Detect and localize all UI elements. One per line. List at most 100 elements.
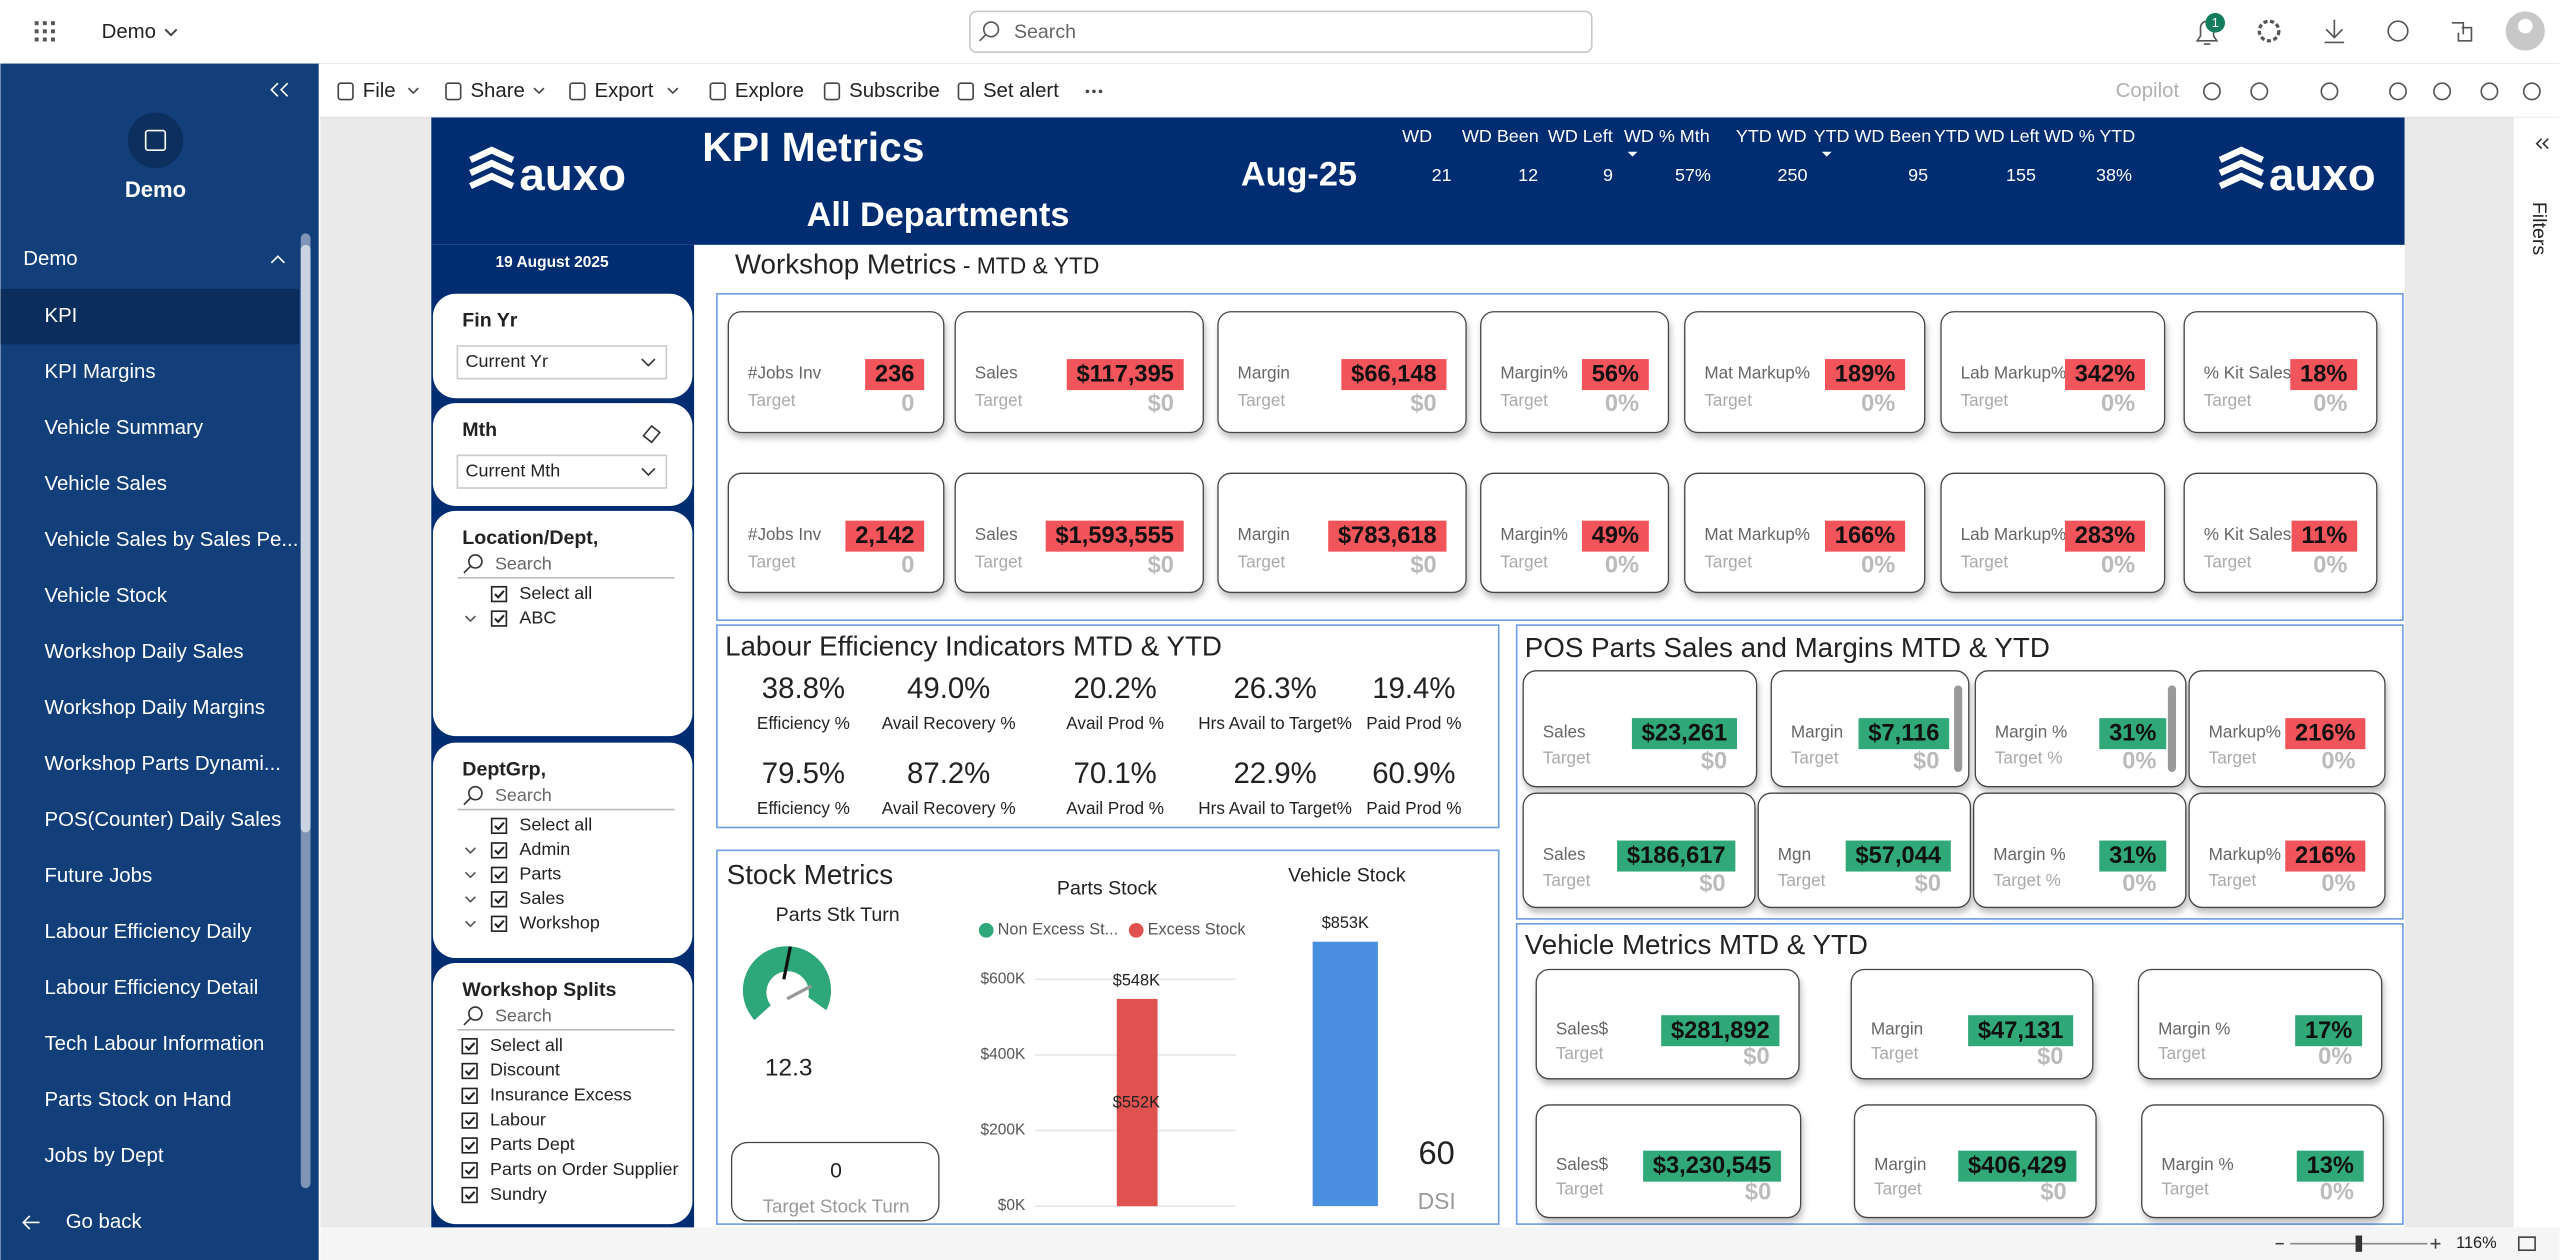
nav-item[interactable]: Vehicle Summary xyxy=(44,417,203,439)
toolbar-action-icon[interactable] xyxy=(2202,82,2221,101)
nav-item[interactable]: Vehicle Sales xyxy=(44,473,166,495)
search-box[interactable] xyxy=(969,10,1593,54)
more-dot[interactable] xyxy=(1098,89,1103,94)
nav-item[interactable]: POS(Counter) Daily Sales xyxy=(44,809,281,831)
slicer-option[interactable]: Insurance Excess xyxy=(490,1085,632,1105)
slicer-checkbox[interactable] xyxy=(461,1087,478,1104)
kpi-label: Margin % xyxy=(1993,844,2065,864)
go-back[interactable]: Go back xyxy=(66,1211,143,1233)
slicer-option[interactable]: Select all xyxy=(519,815,592,835)
slicer-option[interactable]: ABC xyxy=(519,607,556,627)
help-icon[interactable] xyxy=(2387,20,2409,42)
slicer-dropdown[interactable] xyxy=(456,345,668,380)
copilot[interactable]: Copilot xyxy=(2116,80,2180,102)
nav-item[interactable]: Labour Efficiency Detail xyxy=(44,977,258,999)
workspace-name[interactable]: Demo xyxy=(102,21,156,43)
nav-item[interactable]: Jobs by Dept xyxy=(44,1145,163,1167)
nav-item[interactable]: Workshop Parts Dynami... xyxy=(44,753,280,775)
expand-chevron[interactable] xyxy=(464,615,476,623)
fit-page[interactable] xyxy=(2517,1236,2536,1252)
nav-item[interactable]: Parts Stock on Hand xyxy=(44,1089,231,1111)
slicer-checkbox[interactable] xyxy=(490,585,508,603)
slicer-option[interactable]: Sundry xyxy=(490,1184,547,1204)
settings-icon[interactable] xyxy=(2257,19,2281,43)
slicer-checkbox[interactable] xyxy=(461,1186,478,1204)
download-icon[interactable] xyxy=(2324,19,2345,44)
toolbar-action-icon[interactable] xyxy=(2250,82,2269,101)
zoom-level[interactable]: 116% xyxy=(2456,1234,2497,1252)
toolbar-action-icon[interactable] xyxy=(2522,82,2541,101)
nav-item[interactable]: Workshop Daily Sales xyxy=(44,641,243,663)
app-launcher-dot[interactable] xyxy=(42,37,47,42)
workspace-chevron[interactable] xyxy=(164,28,178,37)
slicer-option[interactable]: Labour xyxy=(490,1109,546,1129)
slicer-dropdown[interactable] xyxy=(456,454,668,489)
toolbar-action-icon[interactable] xyxy=(2433,82,2452,101)
slicer-option[interactable]: Select all xyxy=(490,1035,563,1055)
app-launcher-dot[interactable] xyxy=(51,29,55,34)
toolbar-item[interactable]: Explore xyxy=(735,80,804,102)
app-launcher-dot[interactable] xyxy=(51,21,55,26)
toolbar-action-icon[interactable] xyxy=(2320,82,2339,101)
slicer-search-icon xyxy=(468,1006,483,1021)
toolbar-item[interactable]: Set alert xyxy=(983,80,1059,102)
nav-item[interactable]: Vehicle Stock xyxy=(44,585,167,607)
filters-collapse[interactable] xyxy=(2535,138,2549,150)
app-launcher-dot[interactable] xyxy=(34,29,39,34)
expand-chevron[interactable] xyxy=(464,896,476,903)
app-launcher-dot[interactable] xyxy=(51,37,55,42)
slicer-checkbox[interactable] xyxy=(490,610,508,627)
nav-item[interactable]: KPI Margins xyxy=(44,361,155,383)
expand-chevron[interactable] xyxy=(464,871,476,879)
expand-chevron[interactable] xyxy=(464,847,476,854)
expand-chevron[interactable] xyxy=(464,920,476,928)
toolbar-item[interactable]: Share xyxy=(470,80,524,102)
share-icon[interactable] xyxy=(2451,22,2473,42)
toolbar xyxy=(320,63,2560,118)
labour-value: 70.1% xyxy=(1074,757,1157,790)
app-launcher-dot[interactable] xyxy=(34,21,39,26)
more-dot[interactable] xyxy=(1092,89,1096,94)
slicer-checkbox[interactable] xyxy=(490,842,508,859)
kpi-target-label: Target xyxy=(2161,1178,2209,1198)
filters-label[interactable]: Filters xyxy=(2528,202,2550,256)
zoom-thumb[interactable] xyxy=(2355,1235,2363,1252)
slicer-option[interactable]: Sales xyxy=(519,888,564,908)
nav-item[interactable]: Tech Labour Information xyxy=(44,1033,264,1055)
toolbar-item[interactable]: File xyxy=(363,80,396,102)
slicer-option[interactable]: Select all xyxy=(519,583,592,603)
app-launcher-dot[interactable] xyxy=(34,37,39,42)
slicer-checkbox[interactable] xyxy=(461,1162,478,1179)
slicer-checkbox[interactable] xyxy=(461,1137,478,1154)
app-launcher-dot[interactable] xyxy=(42,29,47,34)
toolbar-item[interactable]: Export xyxy=(595,80,654,102)
nav-item[interactable]: Workshop Daily Margins xyxy=(44,697,265,719)
slicer-checkbox[interactable] xyxy=(490,866,508,883)
slicer-option[interactable]: Parts on Order Supplier xyxy=(490,1159,678,1179)
more-dot[interactable] xyxy=(1085,89,1090,94)
eraser-icon[interactable] xyxy=(642,424,661,444)
nav-item[interactable]: Labour Efficiency Daily xyxy=(44,921,252,943)
toolbar-action-icon[interactable] xyxy=(2389,82,2407,101)
slicer-option[interactable]: Parts xyxy=(519,864,561,884)
nav-item[interactable]: Future Jobs xyxy=(44,865,152,887)
slicer-checkbox[interactable] xyxy=(490,817,508,835)
kpi-target: $0 xyxy=(1745,1179,1771,1205)
slicer-option[interactable]: Discount xyxy=(490,1060,560,1080)
slicer-checkbox[interactable] xyxy=(490,891,508,908)
nav-item[interactable]: KPI xyxy=(44,305,77,327)
nav-section[interactable]: Demo xyxy=(23,248,77,270)
slicer-checkbox[interactable] xyxy=(461,1062,478,1080)
slicer-checkbox[interactable] xyxy=(461,1112,478,1129)
go-back-arrow[interactable] xyxy=(22,1215,40,1230)
nav-item[interactable]: Vehicle Sales by Sales Pe... xyxy=(44,529,298,551)
toolbar-action-icon[interactable] xyxy=(2480,82,2499,101)
collapse-nav[interactable] xyxy=(270,82,289,97)
toolbar-item[interactable]: Subscribe xyxy=(849,80,940,102)
slicer-checkbox[interactable] xyxy=(461,1038,478,1055)
slicer-option[interactable]: Parts Dept xyxy=(490,1134,575,1154)
app-launcher-dot[interactable] xyxy=(42,21,47,26)
slicer-option[interactable]: Admin xyxy=(519,839,570,859)
slicer-checkbox[interactable] xyxy=(490,915,508,932)
slicer-option[interactable]: Workshop xyxy=(519,913,599,933)
